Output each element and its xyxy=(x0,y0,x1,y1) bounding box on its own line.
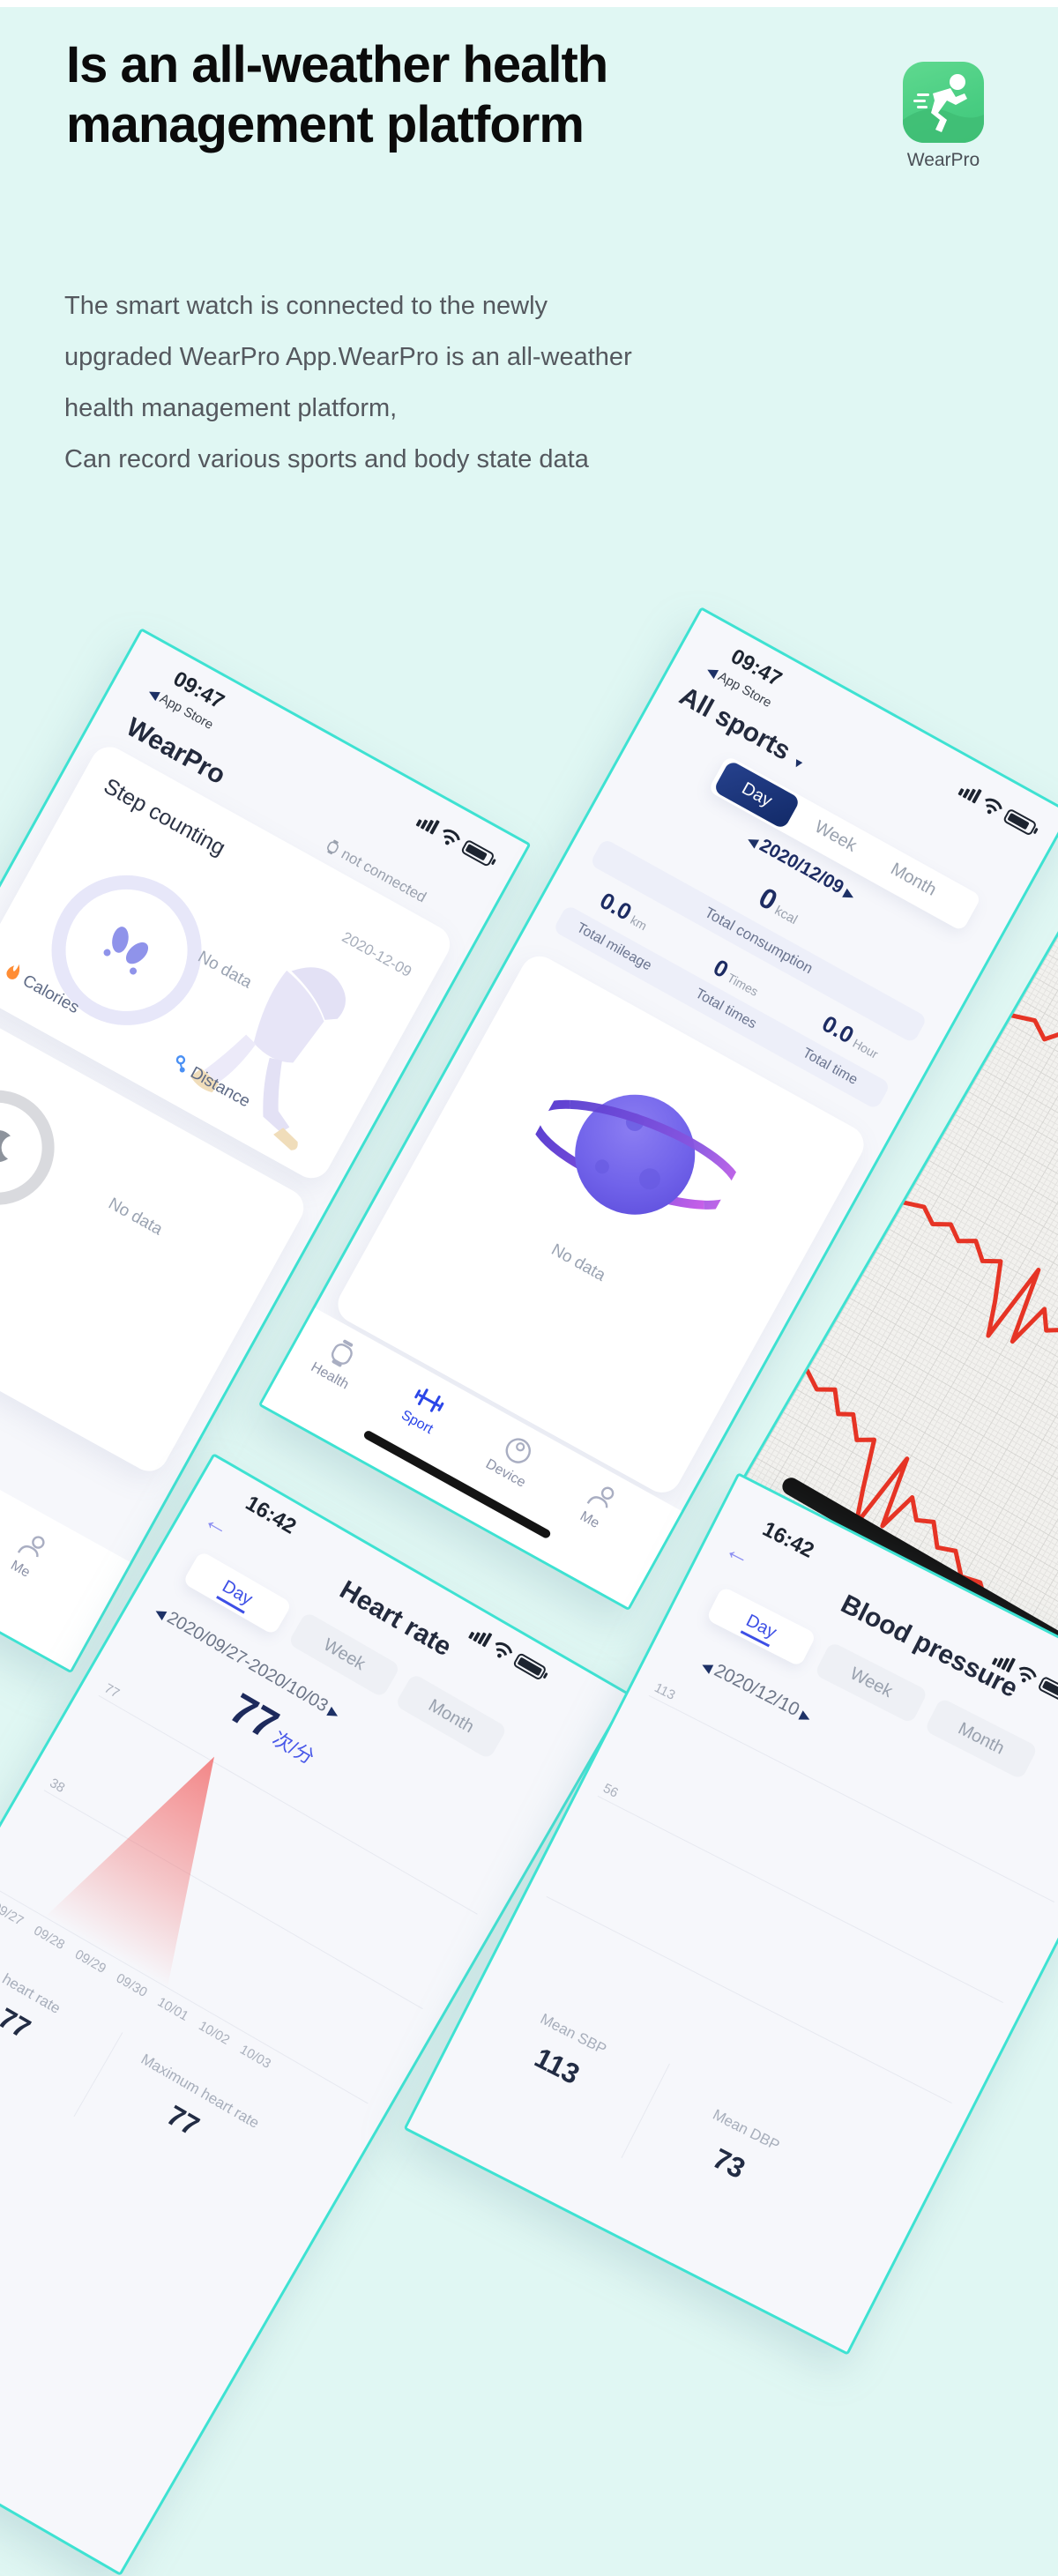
sport-dumbbell-icon xyxy=(414,1389,444,1412)
nav-item-device[interactable]: Device xyxy=(475,1424,551,1495)
status-icons xyxy=(468,1631,548,1679)
status-icons xyxy=(415,819,496,867)
page-title-line2: management platform xyxy=(66,95,585,153)
battery-icon xyxy=(461,840,496,867)
footprints-icon xyxy=(103,927,149,975)
phone-home-screen: 09:47 ◀ App Store WearPro not connected … xyxy=(0,628,532,1674)
distance-pin-icon xyxy=(175,1055,186,1073)
sleep-moon-icon xyxy=(0,1130,11,1162)
sport-empty-card: No data xyxy=(331,949,871,1500)
app-icon-label: WearPro xyxy=(906,150,980,170)
me-person-icon xyxy=(586,1486,615,1508)
device-icon xyxy=(505,1438,531,1463)
page-top-border xyxy=(0,0,1058,7)
home-bottom-nav: Health Sport Device Me xyxy=(0,1348,130,1671)
next-date-icon[interactable]: ▶ xyxy=(840,885,858,905)
second-card-no-data: No data xyxy=(105,1194,166,1240)
runner-icon xyxy=(903,74,984,143)
description-line2: upgraded WearPro App.WearPro is an all-w… xyxy=(64,343,632,371)
watch-small-icon xyxy=(327,839,339,855)
status-icons xyxy=(957,788,1039,835)
calories-stat: Calories xyxy=(2,960,83,1018)
wifi-icon xyxy=(443,829,460,845)
flame-icon xyxy=(6,964,20,979)
blood-pressure-chart: 113 56 xyxy=(406,1476,1058,2352)
status-icons xyxy=(992,1657,1058,1702)
description-line4: Can record various sports and body state… xyxy=(64,445,589,473)
sport-no-data: No data xyxy=(548,1240,609,1285)
second-card-ring xyxy=(0,1069,75,1226)
nav-item-sport-active[interactable]: Sport xyxy=(387,1374,462,1444)
phone-heart-rate-screen: 16:42 ← Heart rate Day Week Month ◀ 2020… xyxy=(0,1453,630,2576)
step-counting-card[interactable]: Step counting 2020-12-09 No data Calorie… xyxy=(0,740,457,1186)
description-line1: The smart watch is connected to the newl… xyxy=(64,292,548,320)
step-progress-ring xyxy=(24,848,229,1053)
planet-illustration xyxy=(530,1094,744,1215)
app-badge: WearPro xyxy=(901,62,986,171)
wearpro-app-icon xyxy=(903,62,984,143)
distance-stat: Distance xyxy=(168,1053,253,1112)
second-data-card[interactable]: No data xyxy=(0,1003,311,1478)
phone-blood-pressure-screen: 16:42 ← Blood pressure Day Week Month ◀ … xyxy=(403,1472,1058,2356)
nav-item-me[interactable]: Me xyxy=(559,1470,635,1542)
dropdown-triangle-icon: ▼ xyxy=(789,754,808,773)
page-title-line1: Is an all-weather health xyxy=(66,36,608,93)
nav-item-health[interactable]: Health xyxy=(300,1327,376,1398)
health-watch-icon xyxy=(331,1339,354,1367)
connection-status: not connected xyxy=(322,837,429,906)
nav-item-me[interactable]: Me xyxy=(0,1519,67,1591)
sport-bottom-nav: Health Sport Device Me xyxy=(261,1307,682,1608)
phone-sport-screen: 09:47 ◀ App Store All sports ▼ Day Week … xyxy=(257,607,1058,1612)
page-description: The smart watch is connected to the newl… xyxy=(64,280,632,485)
walking-person-illustration xyxy=(190,967,346,1150)
description-line3: health management platform, xyxy=(64,394,398,422)
page-title: Is an all-weather health management plat… xyxy=(66,35,608,155)
me-person-icon xyxy=(17,1536,45,1558)
